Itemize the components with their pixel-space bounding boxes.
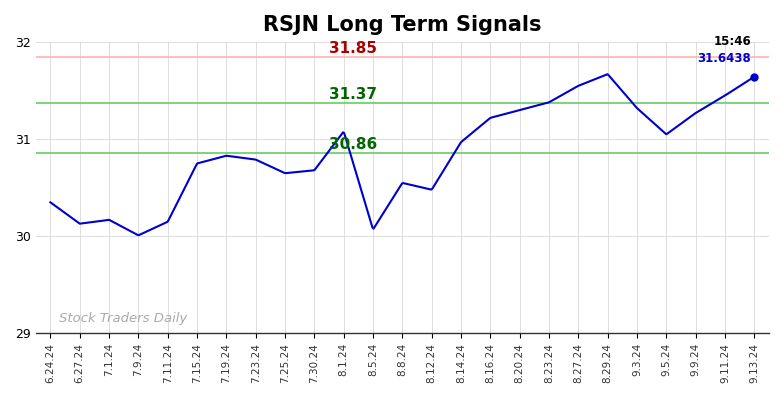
Text: Stock Traders Daily: Stock Traders Daily [60,312,187,325]
Text: 15:46: 15:46 [713,35,751,48]
Text: 31.37: 31.37 [329,88,377,102]
Text: 31.85: 31.85 [329,41,377,56]
Text: 30.86: 30.86 [329,137,377,152]
Text: 31.6438: 31.6438 [698,52,751,65]
Title: RSJN Long Term Signals: RSJN Long Term Signals [263,15,542,35]
